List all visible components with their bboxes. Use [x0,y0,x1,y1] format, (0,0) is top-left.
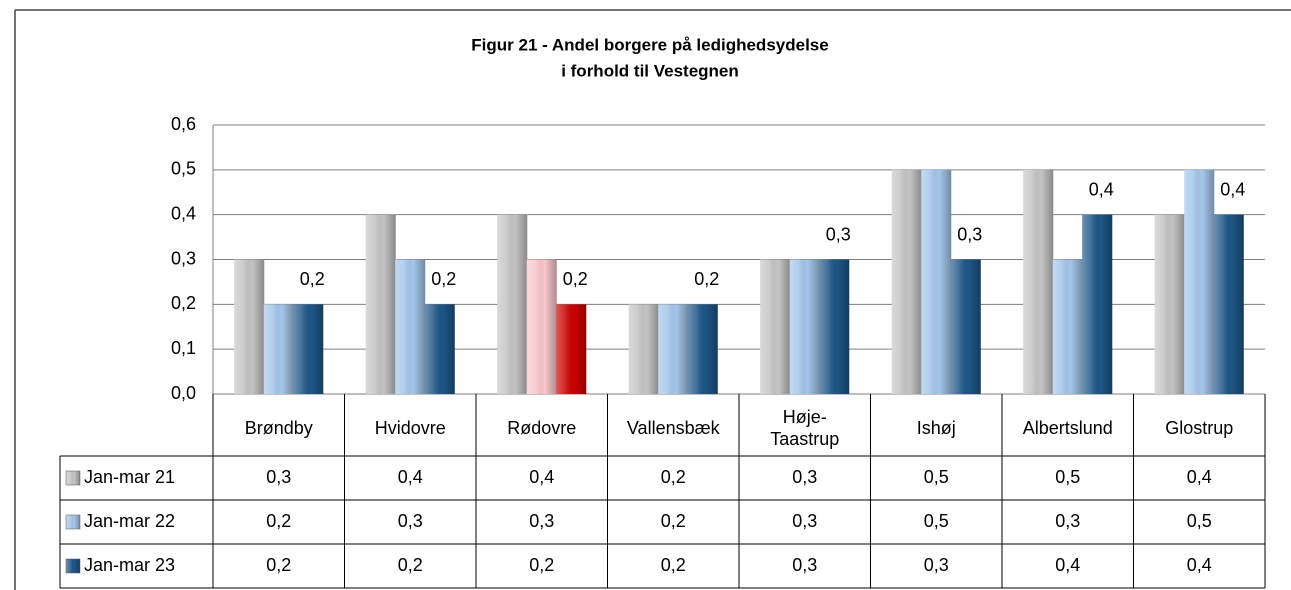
table-cell: 0,2 [266,555,291,575]
table-cell: 0,2 [661,511,686,531]
data-label: 0,3 [826,224,851,244]
table-cell: 0,5 [924,467,949,487]
table-cell: 0,2 [661,467,686,487]
table-cell: 0,5 [924,511,949,531]
x-tick-label: Høje-Taastrup [770,407,839,449]
bar-shading [789,259,820,394]
table-cell: 0,3 [924,555,949,575]
bar-shading [687,304,718,394]
bar-shading [819,259,850,394]
table-cell: 0,2 [529,555,554,575]
data-label: 0,4 [1220,179,1245,199]
table-cell: 0,3 [792,555,817,575]
x-tick-label: Rødovre [507,418,576,438]
bar-shading [1154,214,1185,394]
legend-key-shading [65,558,81,574]
bar-shading [891,169,922,394]
data-label: 0,2 [300,269,325,289]
chart-title: Figur 21 - Andel borgere på ledighedsyde… [471,35,828,54]
y-tick-label: 0,4 [171,203,196,223]
bar-shading [760,259,791,394]
table-cell: 0,4 [398,467,423,487]
legend-label: Jan-mar 21 [84,467,175,487]
table-cell: 0,4 [529,467,554,487]
x-tick-label: Glostrup [1165,418,1233,438]
bar-shading [497,214,528,394]
y-tick-label: 0,0 [171,383,196,403]
table-cell: 0,3 [1055,511,1080,531]
bar-shading [1023,169,1054,394]
bar-shading [395,259,426,394]
data-label: 0,4 [1089,179,1114,199]
x-tick-label: Albertslund [1023,418,1113,438]
bar-shading [1052,259,1083,394]
data-label: 0,2 [431,269,456,289]
table-cell: 0,4 [1187,467,1212,487]
table-cell: 0,3 [266,467,291,487]
bar-shading [365,214,396,394]
bar-shading [1184,169,1215,394]
y-tick-label: 0,2 [171,293,196,313]
bar-shading [556,304,587,394]
legend-label: Jan-mar 22 [84,511,175,531]
x-tick-label: Hvidovre [375,418,446,438]
bar-shading [658,304,689,394]
y-tick-label: 0,1 [171,338,196,358]
data-label: 0,2 [694,269,719,289]
bar-shading [950,259,981,394]
table-cell: 0,3 [792,511,817,531]
bar-shading [263,304,294,394]
y-tick-label: 0,5 [171,159,196,179]
data-label: 0,3 [957,224,982,244]
x-tick-label: Vallensbæk [627,418,721,438]
bar-shading [628,304,659,394]
bar-shading [921,169,952,394]
y-tick-label: 0,6 [171,114,196,134]
table-cell: 0,2 [661,555,686,575]
x-tick-label: Ishøj [917,418,956,438]
table-cell: 0,2 [398,555,423,575]
bar-shading [424,304,455,394]
x-tick-label: Brøndby [245,418,313,438]
bar-shading [1082,214,1113,394]
bar-shading [526,259,557,394]
legend-key-shading [65,514,81,530]
data-label: 0,2 [563,269,588,289]
legend-label: Jan-mar 23 [84,555,175,575]
table-cell: 0,5 [1055,467,1080,487]
bar-shading [234,259,265,394]
table-cell: 0,3 [529,511,554,531]
y-tick-label: 0,3 [171,248,196,268]
table-cell: 0,3 [792,467,817,487]
table-cell: 0,2 [266,511,291,531]
bar-shading [1213,214,1244,394]
legend-key-shading [65,470,81,486]
table-cell: 0,4 [1187,555,1212,575]
bar-shading [293,304,324,394]
table-cell: 0,5 [1187,511,1212,531]
table-cell: 0,4 [1055,555,1080,575]
chart-subtitle: i forhold til Vestegnen [561,61,739,80]
table-cell: 0,3 [398,511,423,531]
